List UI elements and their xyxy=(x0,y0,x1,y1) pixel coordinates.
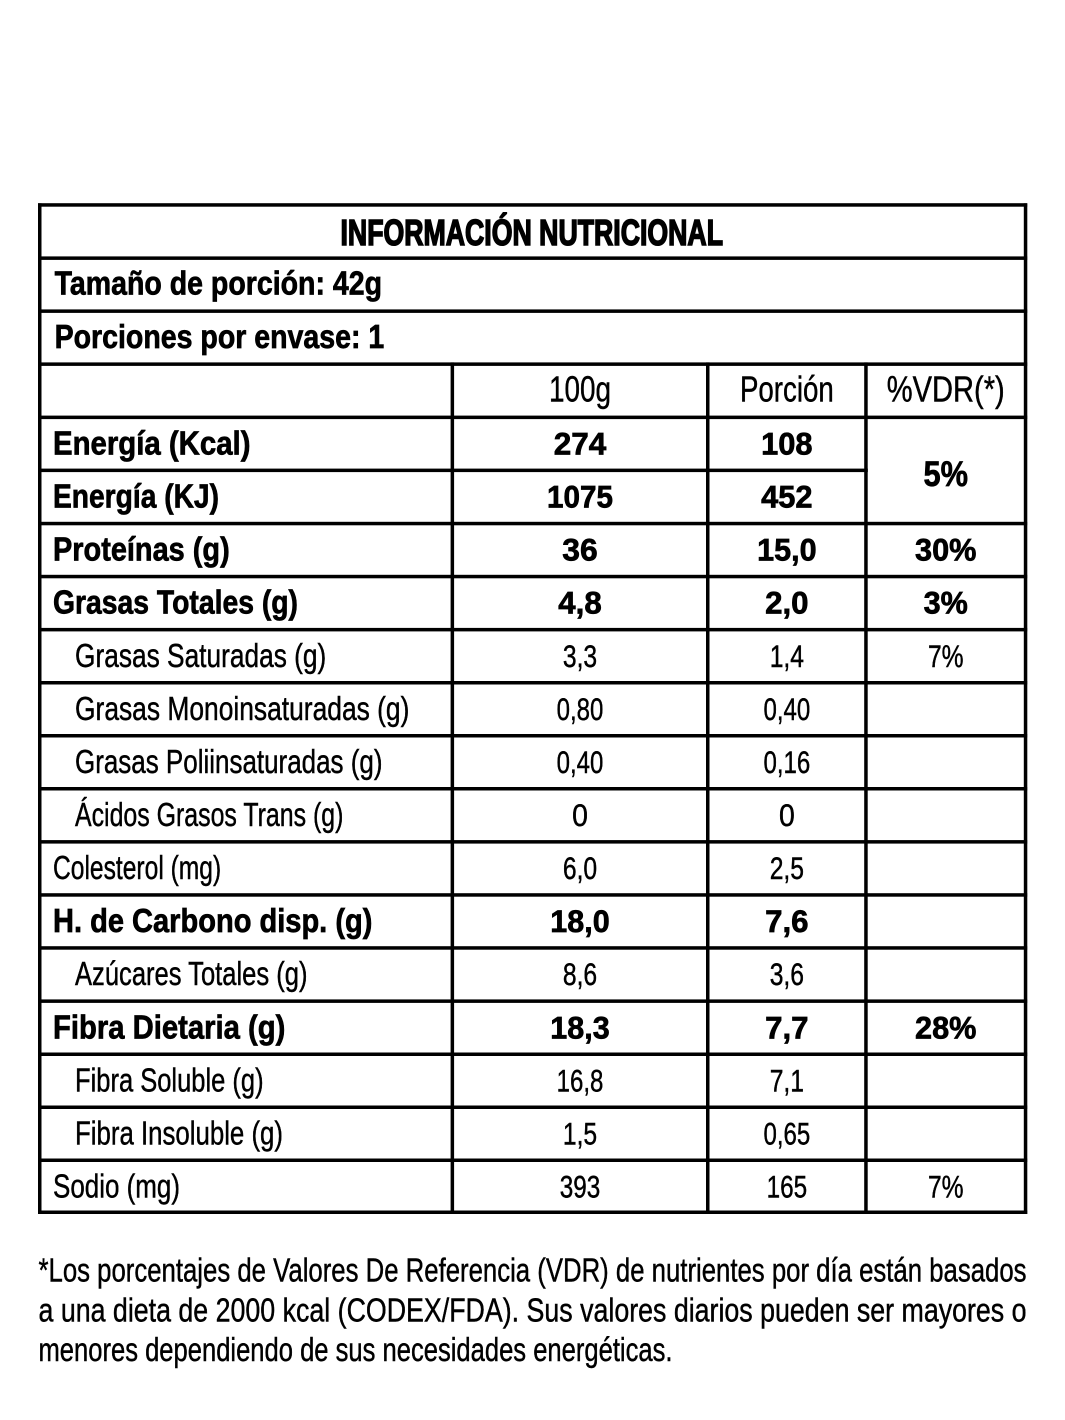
svg-text:Fibra Insoluble (g): Fibra Insoluble (g) xyxy=(75,1115,283,1152)
svg-text:274: 274 xyxy=(554,426,607,462)
svg-text:Sodio (mg): Sodio (mg) xyxy=(53,1169,180,1206)
svg-text:4,8: 4,8 xyxy=(558,585,601,621)
svg-text:Colesterol (mg): Colesterol (mg) xyxy=(53,850,221,887)
svg-text:Proteínas (g): Proteínas (g) xyxy=(53,532,230,569)
svg-text:Grasas Saturadas (g): Grasas Saturadas (g) xyxy=(75,638,326,675)
svg-text:a una dieta de 2000 kcal (CODE: a una dieta de 2000 kcal (CODEX/FDA). Su… xyxy=(39,1292,1027,1329)
svg-text:7%: 7% xyxy=(928,1169,964,1205)
svg-text:Porción: Porción xyxy=(740,369,834,410)
svg-text:Fibra Dietaria (g): Fibra Dietaria (g) xyxy=(53,1009,285,1046)
svg-text:%VDR(*): %VDR(*) xyxy=(887,369,1005,410)
svg-text:0,40: 0,40 xyxy=(764,691,811,727)
svg-text:16,8: 16,8 xyxy=(557,1062,604,1098)
svg-text:0,40: 0,40 xyxy=(557,744,604,780)
svg-text:Tamaño de porción: 42g: Tamaño de porción: 42g xyxy=(55,266,382,303)
svg-text:2,0: 2,0 xyxy=(765,585,808,621)
svg-text:18,3: 18,3 xyxy=(550,1009,609,1045)
svg-text:7%: 7% xyxy=(928,638,964,674)
svg-text:7,6: 7,6 xyxy=(765,903,808,939)
svg-text:0,16: 0,16 xyxy=(764,744,811,780)
svg-text:1,4: 1,4 xyxy=(770,638,804,674)
svg-text:165: 165 xyxy=(767,1169,808,1205)
svg-text:Energía (Kcal): Energía (Kcal) xyxy=(53,426,251,463)
svg-text:2,5: 2,5 xyxy=(770,850,804,886)
svg-text:1,5: 1,5 xyxy=(563,1115,597,1151)
svg-text:30%: 30% xyxy=(915,532,976,568)
svg-text:INFORMACIÓN NUTRICIONAL: INFORMACIÓN NUTRICIONAL xyxy=(341,211,724,253)
svg-text:Grasas Poliinsaturadas (g): Grasas Poliinsaturadas (g) xyxy=(75,744,383,781)
svg-text:18,0: 18,0 xyxy=(550,903,609,939)
svg-text:8,6: 8,6 xyxy=(563,956,597,992)
svg-text:3,3: 3,3 xyxy=(563,638,597,674)
svg-text:Grasas Monoinsaturadas (g): Grasas Monoinsaturadas (g) xyxy=(75,691,409,728)
svg-text:0: 0 xyxy=(779,797,795,833)
svg-text:15,0: 15,0 xyxy=(757,532,816,568)
svg-text:Energía (KJ): Energía (KJ) xyxy=(53,479,219,516)
svg-text:5%: 5% xyxy=(924,454,969,494)
svg-text:108: 108 xyxy=(761,426,812,462)
svg-text:Grasas Totales (g): Grasas Totales (g) xyxy=(53,585,298,622)
svg-text:452: 452 xyxy=(761,479,812,515)
svg-text:393: 393 xyxy=(560,1169,601,1205)
svg-text:Fibra Soluble (g): Fibra Soluble (g) xyxy=(75,1062,264,1099)
svg-text:0: 0 xyxy=(572,797,588,833)
svg-text:7,7: 7,7 xyxy=(765,1009,808,1045)
svg-text:0,65: 0,65 xyxy=(764,1115,811,1151)
svg-text:H. de Carbono disp. (g): H. de Carbono disp. (g) xyxy=(53,903,372,940)
svg-text:Porciones por envase: 1: Porciones por envase: 1 xyxy=(55,319,385,356)
svg-text:3,6: 3,6 xyxy=(770,956,804,992)
svg-text:menores dependiendo de sus nec: menores dependiendo de sus necesidades e… xyxy=(39,1332,673,1369)
svg-text:Azúcares Totales (g): Azúcares Totales (g) xyxy=(75,956,308,993)
svg-text:28%: 28% xyxy=(915,1009,976,1045)
svg-text:6,0: 6,0 xyxy=(563,850,597,886)
svg-text:*Los porcentajes de Valores De: *Los porcentajes de Valores De Referenci… xyxy=(39,1253,1027,1290)
svg-text:100g: 100g xyxy=(549,369,611,410)
svg-text:0,80: 0,80 xyxy=(557,691,604,727)
svg-text:Ácidos Grasos Trans (g): Ácidos Grasos Trans (g) xyxy=(75,797,343,834)
svg-text:36: 36 xyxy=(562,532,597,568)
svg-text:3%: 3% xyxy=(924,585,968,621)
svg-text:1075: 1075 xyxy=(547,479,613,515)
svg-text:7,1: 7,1 xyxy=(770,1062,804,1098)
